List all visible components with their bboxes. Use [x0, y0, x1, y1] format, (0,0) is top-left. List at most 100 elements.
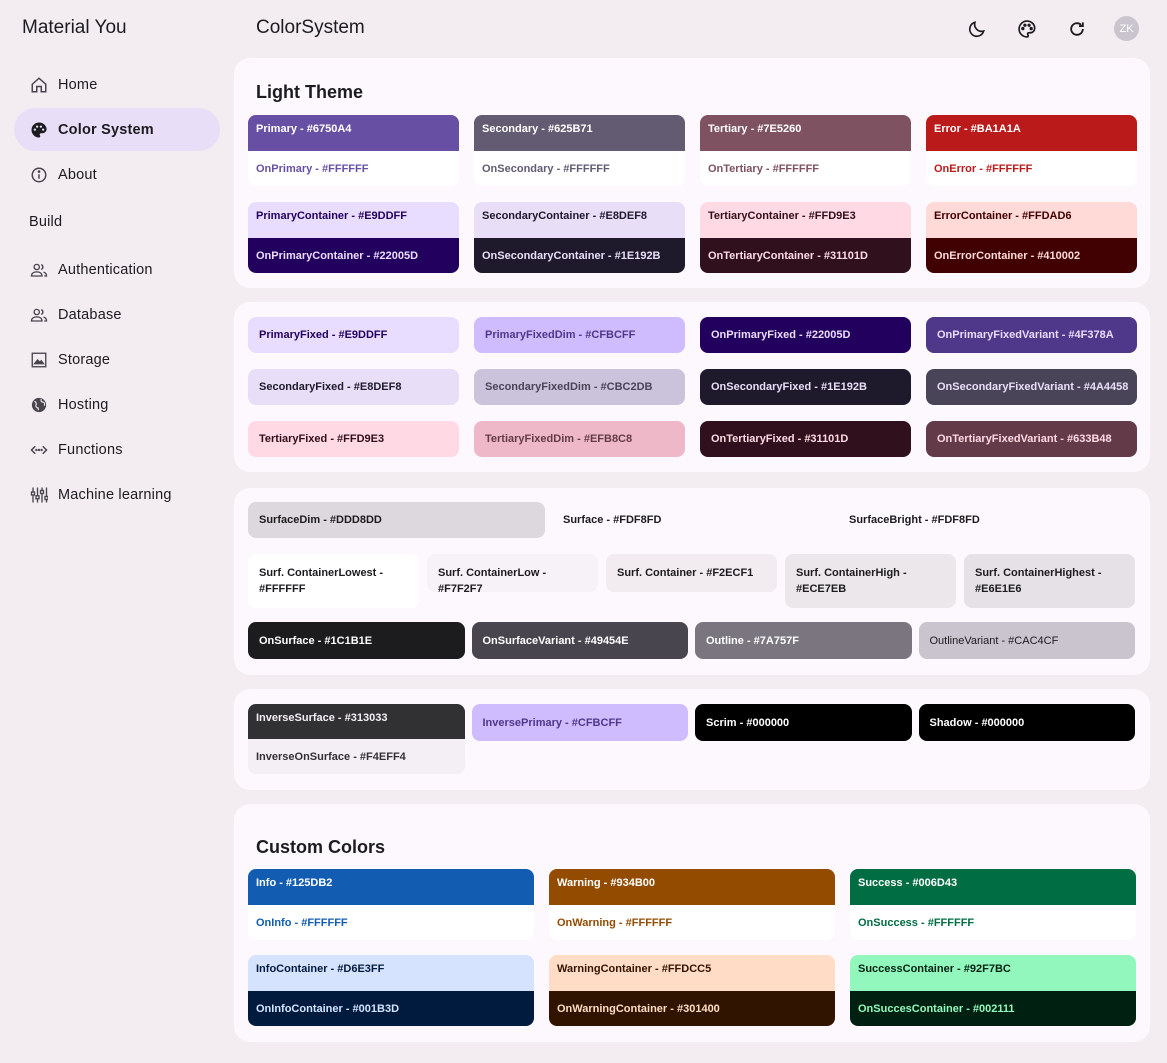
color-pair-info: Info - #125DB2 OnInfo - #FFFFFF: [248, 869, 534, 940]
swatch-inverse-on-surface: InverseOnSurface - #F4EFF4: [248, 739, 465, 774]
sidebar-item-functions[interactable]: Functions: [14, 428, 220, 471]
swatch-primary-fixed-dim: PrimaryFixedDim - #CFBCFF: [474, 317, 685, 353]
fixed-colors-card: PrimaryFixed - #E9DDFF PrimaryFixedDim -…: [234, 302, 1150, 472]
swatch-info-container: InfoContainer - #D6E3FF: [248, 955, 534, 991]
swatch-shadow: Shadow - #000000: [918, 704, 1135, 741]
color-pair-error: Error - #BA1A1A OnError - #FFFFFF: [926, 115, 1137, 186]
color-pair-tertiary: Tertiary - #7E5260 OnTertiary - #FFFFFF: [700, 115, 911, 186]
swatch-primary: Primary - #6750A4: [248, 115, 459, 151]
swatch-secondary-fixed-dim: SecondaryFixedDim - #CBC2DB: [474, 369, 685, 405]
swatch-outline: Outline - #7A757F: [695, 622, 912, 659]
color-pair-info-container: InfoContainer - #D6E3FF OnInfoContainer -…: [248, 955, 534, 1026]
sidebar-item-authentication[interactable]: Authentication: [14, 248, 220, 291]
surface-row-2: Surf. ContainerLowest - #FFFFFF Surf. Co…: [248, 554, 1135, 608]
swatch-secondary-container: SecondaryContainer - #E8DEF8: [474, 202, 685, 238]
color-pair-warning: Warning - #934B00 OnWarning - #FFFFFF: [549, 869, 835, 940]
people-icon: [30, 261, 48, 279]
color-pair-error-container: ErrorContainer - #FFDAD6 OnErrorContainer…: [926, 202, 1137, 273]
swatch-inverse-primary: InversePrimary - #CFBCFF: [471, 704, 688, 741]
swatch-surface-container-high: Surf. ContainerHigh - #ECE7EB: [785, 554, 956, 608]
swatch-surface-container-low: Surf. ContainerLow - #F7F2F7: [427, 554, 598, 595]
surface-row-3: OnSurface - #1C1B1E OnSurfaceVariant - #…: [248, 622, 1135, 659]
swatch-error-container: ErrorContainer - #FFDAD6: [926, 202, 1137, 238]
swatch-surface-container: Surf. Container - #F2ECF1: [606, 554, 777, 592]
page-title: ColorSystem: [256, 17, 365, 38]
sidebar-item-label: Hosting: [58, 396, 109, 413]
sliders-icon: [30, 486, 48, 504]
swatch-primary-container: PrimaryContainer - #E9DDFF: [248, 202, 459, 238]
swatch-on-secondary-container: OnSecondaryContainer - #1E192B: [474, 238, 685, 273]
people-icon: [30, 306, 48, 324]
swatch-on-primary-fixed: OnPrimaryFixed - #22005D: [700, 317, 911, 353]
swatch-on-info: OnInfo - #FFFFFF: [248, 905, 534, 940]
swatch-secondary: Secondary - #625B71: [474, 115, 685, 151]
color-pair-tertiary-container: TertiaryContainer - #FFD9E3 OnTertiaryCon…: [700, 202, 911, 273]
custom-colors-card: Custom Colors Info - #125DB2 OnInfo - #FF…: [234, 804, 1150, 1042]
sidebar-item-color-system[interactable]: Color System: [14, 108, 220, 151]
sidebar-item-label: Home: [58, 76, 98, 93]
color-pair-success-container: SuccessContainer - #92F7BC OnSuccesContai…: [850, 955, 1136, 1026]
swatch-inverse-surface: InverseSurface - #313033: [248, 704, 465, 739]
sidebar-item-hosting[interactable]: Hosting: [14, 383, 220, 426]
swatch-tertiary-fixed-dim: TertiaryFixedDim - #EFB8C8: [474, 421, 685, 457]
swatch-surface: Surface - #FDF8FD: [545, 502, 831, 538]
swatch-surface-bright: SurfaceBright - #FDF8FD: [831, 502, 1117, 538]
swatch-secondary-fixed: SecondaryFixed - #E8DEF8: [248, 369, 459, 405]
theme-palette-button[interactable]: [1014, 16, 1039, 41]
swatch-on-primary: OnPrimary - #FFFFFF: [248, 151, 459, 186]
inverse-colors-card: InverseSurface - #313033 InverseOnSurfac…: [234, 689, 1150, 790]
swatch-on-error-container: OnErrorContainer - #410002: [926, 238, 1137, 273]
swatch-success: Success - #006D43: [850, 869, 1136, 905]
swatch-on-warning-container: OnWarningContainer - #301400: [549, 991, 835, 1026]
swatch-on-tertiary-fixed: OnTertiaryFixed - #31101D: [700, 421, 911, 457]
avatar[interactable]: ZK: [1114, 16, 1139, 41]
swatch-on-surface: OnSurface - #1C1B1E: [248, 622, 465, 659]
refresh-icon: [1069, 21, 1084, 36]
dark-mode-button[interactable]: [964, 16, 989, 41]
palette-icon: [30, 121, 48, 139]
sidebar-item-home[interactable]: Home: [14, 63, 220, 106]
code-icon: [30, 441, 48, 459]
inverse-row: InverseSurface - #313033 InverseOnSurfac…: [248, 704, 1135, 774]
swatch-tertiary-container: TertiaryContainer - #FFD9E3: [700, 202, 911, 238]
custom-colors-title: Custom Colors: [256, 837, 386, 857]
custom-colors-grid: Info - #125DB2 OnInfo - #FFFFFF Warning -…: [248, 869, 1136, 1026]
fixed-colors-grid: PrimaryFixed - #E9DDFF PrimaryFixedDim -…: [248, 317, 1137, 457]
moon-icon: [968, 20, 985, 37]
sidebar-item-database[interactable]: Database: [14, 293, 220, 336]
swatch-tertiary: Tertiary - #7E5260: [700, 115, 911, 151]
light-theme-card: Light Theme Primary - #6750A4 OnPrimary -…: [234, 58, 1150, 288]
top-actions: ZK: [964, 16, 1139, 41]
swatch-surface-dim: SurfaceDim - #DDD8DD: [248, 502, 545, 538]
sidebar-item-label: Storage: [58, 351, 111, 368]
color-pair-secondary: Secondary - #625B71 OnSecondary - #FFFFFF: [474, 115, 685, 186]
swatch-on-tertiary-fixed-variant: OnTertiaryFixedVariant - #633B48: [926, 421, 1137, 457]
sidebar-item-storage[interactable]: Storage: [14, 338, 220, 381]
color-pair-primary-container: PrimaryContainer - #E9DDFF OnPrimaryConta…: [248, 202, 459, 273]
color-pair-success: Success - #006D43 OnSuccess - #FFFFFF: [850, 869, 1136, 940]
sidebar-item-about[interactable]: About: [14, 153, 220, 196]
sidebar-item-label: Color System: [58, 121, 154, 138]
swatch-on-tertiary-container: OnTertiaryContainer - #31101D: [700, 238, 911, 273]
app-title: Material You: [22, 17, 127, 38]
swatch-on-secondary: OnSecondary - #FFFFFF: [474, 151, 685, 186]
swatch-surface-container-lowest: Surf. ContainerLowest - #FFFFFF: [248, 554, 419, 608]
swatch-on-info-container: OnInfoContainer - #001B3D: [248, 991, 534, 1026]
swatch-scrim: Scrim - #000000: [695, 704, 912, 741]
refresh-button[interactable]: [1064, 16, 1089, 41]
swatch-on-primary-container: OnPrimaryContainer - #22005D: [248, 238, 459, 273]
sidebar-item-label: Functions: [58, 441, 123, 458]
sidebar-item-label: About: [58, 166, 97, 183]
sidebar: Home Color System About Build Authentica…: [14, 63, 220, 518]
swatch-on-warning: OnWarning - #FFFFFF: [549, 905, 835, 940]
sidebar-item-machine-learning[interactable]: Machine learning: [14, 473, 220, 516]
swatch-primary-fixed: PrimaryFixed - #E9DDFF: [248, 317, 459, 353]
color-pair-primary: Primary - #6750A4 OnPrimary - #FFFFFF: [248, 115, 459, 186]
color-pair-warning-container: WarningContainer - #FFDCC5 OnWarningConta…: [549, 955, 835, 1026]
color-pair-secondary-container: SecondaryContainer - #E8DEF8 OnSecondaryC…: [474, 202, 685, 273]
surface-colors-card: SurfaceDim - #DDD8DD Surface - #FDF8FD S…: [234, 488, 1150, 675]
image-icon: [30, 351, 48, 369]
swatch-info: Info - #125DB2: [248, 869, 534, 905]
swatch-outline-variant: OutlineVariant - #CAC4CF: [918, 622, 1135, 659]
sidebar-section-build: Build: [29, 214, 63, 230]
